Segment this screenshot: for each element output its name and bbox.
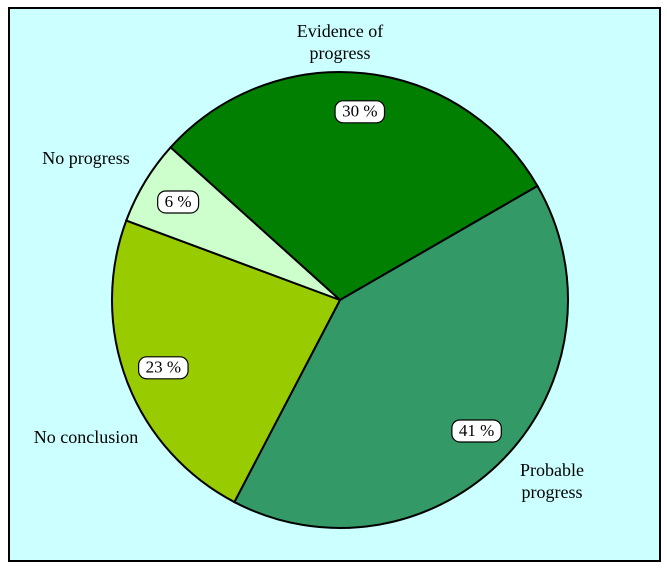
category-label: No progress xyxy=(42,148,130,168)
category-label: Probable progress xyxy=(520,460,584,502)
value-label-box xyxy=(138,356,189,380)
value-label: 30 % xyxy=(342,102,377,121)
pie-slice xyxy=(169,71,539,302)
category-label: Evidence of progress xyxy=(296,21,384,63)
value-label-box xyxy=(334,100,386,124)
value-label: 23 % xyxy=(146,358,181,377)
value-label: 6 % xyxy=(165,192,192,211)
value-label-box xyxy=(157,190,200,214)
value-label: 41 % xyxy=(459,421,494,440)
pie-slice xyxy=(125,146,341,301)
value-label-box xyxy=(451,419,502,443)
category-label: No conclusion xyxy=(33,427,139,447)
pie-slice xyxy=(111,219,342,504)
